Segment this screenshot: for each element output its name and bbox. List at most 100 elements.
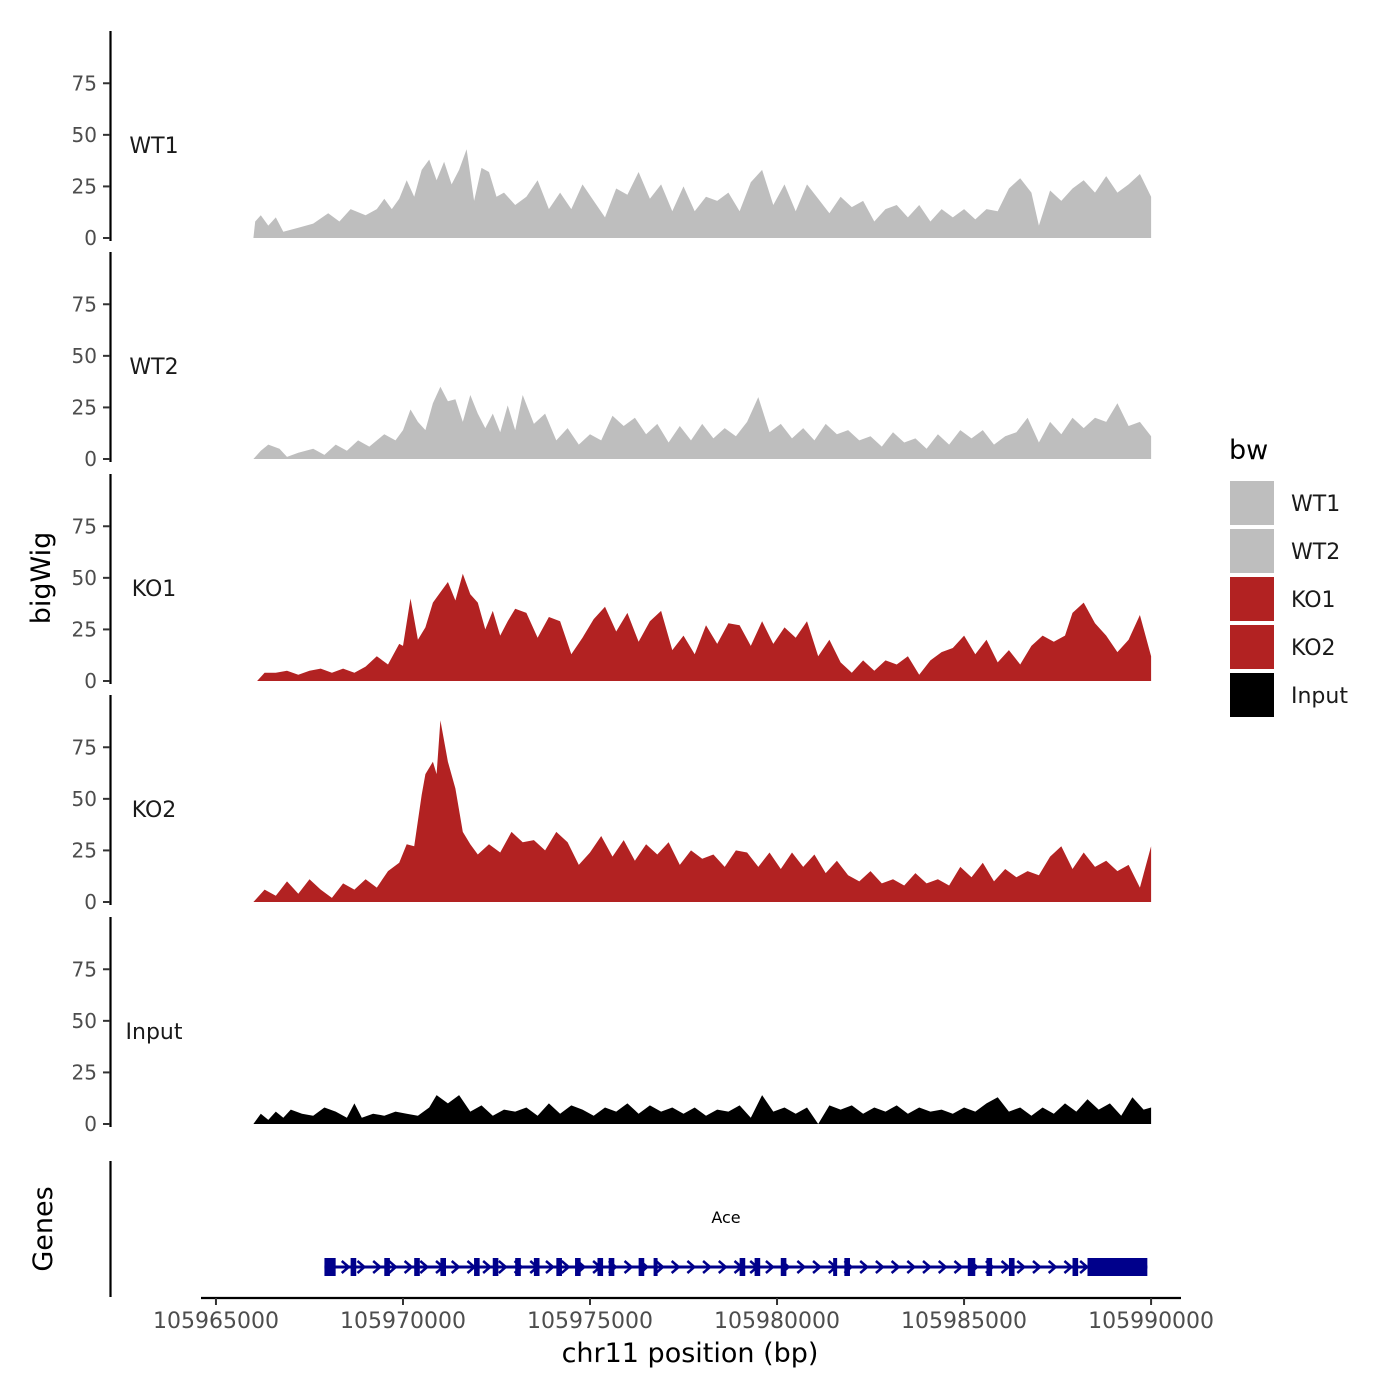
gene-exon xyxy=(608,1258,615,1276)
x-tick-label: 105970000 xyxy=(340,1309,466,1334)
strand-arrow-icon xyxy=(403,1260,414,1274)
y-tick-label: 75 xyxy=(72,514,97,538)
signal-area-ko1 xyxy=(257,573,1152,681)
x-tick-label: 105980000 xyxy=(714,1309,840,1334)
gene-exon xyxy=(384,1258,390,1276)
gene-exon xyxy=(350,1258,357,1276)
strand-arrow-icon xyxy=(953,1260,964,1274)
gene-name-label: Ace xyxy=(711,1208,740,1227)
y-tick-label: 0 xyxy=(84,890,97,914)
legend-swatch xyxy=(1228,479,1276,527)
strand-arrow-icon xyxy=(1047,1260,1058,1274)
legend-label: KO1 xyxy=(1291,588,1336,613)
track-wt1: 0 25 50 75 WT1 xyxy=(72,31,1152,250)
gene-exon xyxy=(597,1258,604,1276)
y-tick-label: 0 xyxy=(84,226,97,250)
strand-arrow-icon xyxy=(765,1260,775,1274)
y-tick-label: 50 xyxy=(72,344,97,368)
track-input: 0 25 50 75 Input xyxy=(72,917,1152,1136)
track-label: KO1 xyxy=(132,577,177,602)
y-tick-label: 25 xyxy=(72,1060,97,1084)
strand-arrow-icon xyxy=(859,1260,870,1274)
strand-arrow-icon xyxy=(1063,1260,1074,1274)
y-tick-label: 75 xyxy=(72,735,97,759)
gene-exon xyxy=(575,1258,581,1276)
signal-area-wt2 xyxy=(253,386,1152,459)
legend: bw WT1 WT2 KO1 KO2 Input xyxy=(1228,435,1348,719)
gene-exon xyxy=(653,1258,658,1276)
strand-arrow-icon xyxy=(623,1260,634,1274)
strand-arrow-icon xyxy=(388,1260,398,1274)
y-tick-label: 50 xyxy=(72,123,97,147)
x-tick-label: 105975000 xyxy=(527,1309,653,1334)
strand-arrow-icon xyxy=(1079,1260,1090,1274)
legend-item-wt2: WT2 xyxy=(1228,527,1340,575)
genes-axis-label: Genes xyxy=(28,1186,59,1271)
x-tick-label: 105965000 xyxy=(153,1309,279,1334)
legend-swatch xyxy=(1228,575,1276,623)
gene-exon xyxy=(324,1258,336,1276)
legend-swatch xyxy=(1228,527,1276,575)
legend-label: WT1 xyxy=(1291,492,1340,517)
strand-arrow-icon xyxy=(419,1260,430,1274)
x-tick-label: 105985000 xyxy=(901,1309,1027,1334)
strand-arrow-icon xyxy=(717,1260,728,1274)
legend-title: bw xyxy=(1229,435,1268,466)
gene-exon xyxy=(638,1258,645,1276)
legend-label: WT2 xyxy=(1291,540,1340,565)
signal-area-ko2 xyxy=(253,720,1152,902)
legend-label: Input xyxy=(1291,684,1348,709)
y-tick-label: 25 xyxy=(72,174,97,198)
track-label: WT1 xyxy=(129,134,178,159)
strand-arrow-icon xyxy=(670,1260,681,1274)
y-tick-label: 50 xyxy=(72,787,97,811)
strand-arrow-icon xyxy=(875,1260,885,1274)
signal-area-wt1 xyxy=(253,149,1152,238)
strand-arrow-icon xyxy=(702,1260,713,1274)
strand-arrow-icon xyxy=(686,1260,697,1274)
strand-arrow-icon xyxy=(450,1260,461,1274)
y-tick-label: 0 xyxy=(84,669,97,693)
y-tick-label: 25 xyxy=(72,617,97,641)
strand-arrow-icon xyxy=(1016,1260,1027,1274)
strand-arrow-icon xyxy=(906,1260,917,1274)
strand-arrow-icon xyxy=(372,1260,383,1274)
strand-arrow-icon xyxy=(545,1260,555,1274)
gene-model xyxy=(324,1258,1148,1276)
legend-label: KO2 xyxy=(1291,636,1336,661)
strand-arrow-icon xyxy=(812,1260,822,1274)
strand-arrow-icon xyxy=(1032,1260,1042,1274)
track-label: KO2 xyxy=(132,798,177,823)
gene-exon xyxy=(739,1258,746,1276)
gene-exon xyxy=(1072,1258,1079,1276)
y-axis-title: bigWig xyxy=(26,532,57,625)
signal-area-input xyxy=(253,1095,1152,1124)
gene-exon xyxy=(492,1258,499,1276)
legend-swatch xyxy=(1228,671,1276,719)
y-tick-label: 75 xyxy=(72,957,97,981)
y-tick-label: 0 xyxy=(84,1112,97,1136)
gene-exon xyxy=(533,1258,540,1276)
strand-arrow-icon xyxy=(1000,1260,1011,1274)
strand-arrow-icon xyxy=(340,1260,351,1274)
legend-item-ko1: KO1 xyxy=(1228,575,1336,623)
gene-exon xyxy=(556,1258,562,1276)
gene-exon xyxy=(967,1258,976,1276)
track-ko2: 0 25 50 75 KO2 xyxy=(72,695,1152,914)
gene-exon xyxy=(474,1258,480,1276)
legend-swatch xyxy=(1228,623,1276,671)
x-tick-label: 105990000 xyxy=(1088,1309,1214,1334)
gene-exon xyxy=(844,1258,850,1276)
gene-exon xyxy=(1087,1258,1148,1276)
x-axis: 105965000 105970000 105975000 105980000 1059… xyxy=(153,1296,1214,1334)
strand-arrow-icon xyxy=(498,1260,508,1274)
track-label: Input xyxy=(126,1020,183,1045)
gene-exon xyxy=(414,1258,420,1276)
legend-item-input: Input xyxy=(1228,671,1348,719)
strand-arrow-icon xyxy=(890,1260,901,1274)
x-axis-title: chr11 position (bp) xyxy=(562,1338,819,1369)
gene-exon xyxy=(754,1258,761,1276)
gene-exon xyxy=(515,1258,521,1276)
y-tick-label: 25 xyxy=(72,838,97,862)
